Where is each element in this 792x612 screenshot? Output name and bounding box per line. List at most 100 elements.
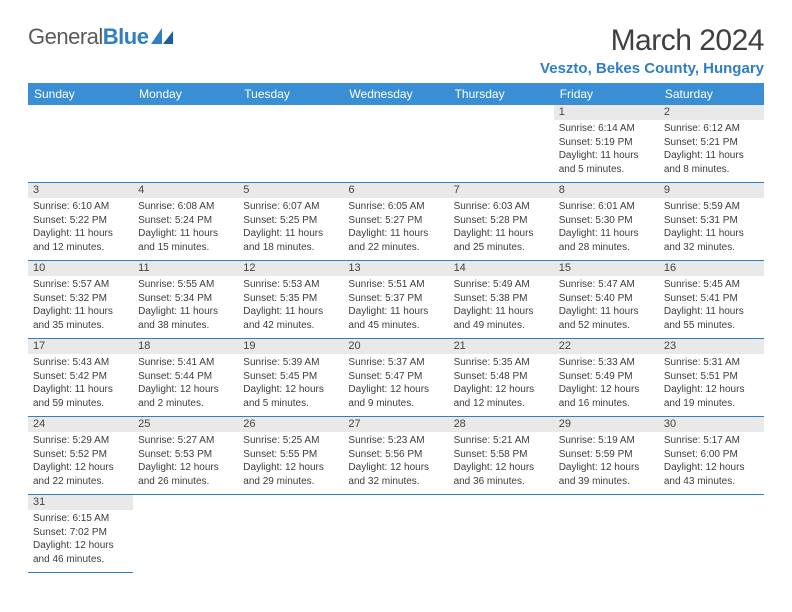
sunrise-text: Sunrise: 6:12 AM (664, 122, 759, 136)
daylight-text: Daylight: 12 hours and 43 minutes. (664, 461, 759, 488)
calendar-cell: 27Sunrise: 5:23 AMSunset: 5:56 PMDayligh… (343, 417, 448, 495)
calendar-week-row: 10Sunrise: 5:57 AMSunset: 5:32 PMDayligh… (28, 261, 764, 339)
day-number: 28 (449, 417, 554, 432)
calendar-cell (554, 495, 659, 573)
day-details: Sunrise: 5:43 AMSunset: 5:42 PMDaylight:… (28, 354, 133, 417)
daylight-text: Daylight: 11 hours and 25 minutes. (454, 227, 549, 254)
calendar-cell: 2Sunrise: 6:12 AMSunset: 5:21 PMDaylight… (659, 105, 764, 183)
calendar-cell: 30Sunrise: 5:17 AMSunset: 6:00 PMDayligh… (659, 417, 764, 495)
day-details: Sunrise: 5:23 AMSunset: 5:56 PMDaylight:… (343, 432, 448, 495)
day-details: Sunrise: 5:33 AMSunset: 5:49 PMDaylight:… (554, 354, 659, 417)
calendar-cell: 28Sunrise: 5:21 AMSunset: 5:58 PMDayligh… (449, 417, 554, 495)
daylight-text: Daylight: 11 hours and 22 minutes. (348, 227, 443, 254)
day-number: 15 (554, 261, 659, 276)
daylight-text: Daylight: 11 hours and 55 minutes. (664, 305, 759, 332)
day-number: 6 (343, 183, 448, 198)
sunrise-text: Sunrise: 5:59 AM (664, 200, 759, 214)
daylight-text: Daylight: 11 hours and 45 minutes. (348, 305, 443, 332)
day-details: Sunrise: 5:51 AMSunset: 5:37 PMDaylight:… (343, 276, 448, 339)
calendar-cell (343, 105, 448, 183)
sunset-text: Sunset: 5:31 PM (664, 214, 759, 228)
daylight-text: Daylight: 11 hours and 59 minutes. (33, 383, 128, 410)
sunrise-text: Sunrise: 5:39 AM (243, 356, 338, 370)
sunset-text: Sunset: 5:47 PM (348, 370, 443, 384)
sunrise-text: Sunrise: 6:14 AM (559, 122, 654, 136)
sunrise-text: Sunrise: 5:53 AM (243, 278, 338, 292)
daylight-text: Daylight: 12 hours and 32 minutes. (348, 461, 443, 488)
calendar-week-row: 1Sunrise: 6:14 AMSunset: 5:19 PMDaylight… (28, 105, 764, 183)
day-details: Sunrise: 6:15 AMSunset: 7:02 PMDaylight:… (28, 510, 133, 573)
calendar-cell (238, 495, 343, 573)
daylight-text: Daylight: 12 hours and 19 minutes. (664, 383, 759, 410)
sunset-text: Sunset: 5:45 PM (243, 370, 338, 384)
sunset-text: Sunset: 5:48 PM (454, 370, 549, 384)
calendar-week-row: 3Sunrise: 6:10 AMSunset: 5:22 PMDaylight… (28, 183, 764, 261)
day-details: Sunrise: 6:01 AMSunset: 5:30 PMDaylight:… (554, 198, 659, 261)
day-number: 30 (659, 417, 764, 432)
day-details: Sunrise: 6:10 AMSunset: 5:22 PMDaylight:… (28, 198, 133, 261)
calendar-cell (449, 105, 554, 183)
brand-logo: GeneralBlue (28, 24, 173, 50)
sunrise-text: Sunrise: 5:23 AM (348, 434, 443, 448)
day-details: Sunrise: 5:59 AMSunset: 5:31 PMDaylight:… (659, 198, 764, 261)
day-number: 16 (659, 261, 764, 276)
calendar-thead: SundayMondayTuesdayWednesdayThursdayFrid… (28, 83, 764, 105)
day-number: 22 (554, 339, 659, 354)
calendar-cell: 24Sunrise: 5:29 AMSunset: 5:52 PMDayligh… (28, 417, 133, 495)
calendar-cell: 17Sunrise: 5:43 AMSunset: 5:42 PMDayligh… (28, 339, 133, 417)
day-details: Sunrise: 6:08 AMSunset: 5:24 PMDaylight:… (133, 198, 238, 261)
brand-text-b: Blue (103, 24, 149, 49)
title-block: March 2024 Veszto, Bekes County, Hungary (540, 24, 764, 77)
daylight-text: Daylight: 11 hours and 8 minutes. (664, 149, 759, 176)
weekday-header: Thursday (449, 83, 554, 105)
day-number: 17 (28, 339, 133, 354)
daylight-text: Daylight: 12 hours and 2 minutes. (138, 383, 233, 410)
day-details: Sunrise: 5:57 AMSunset: 5:32 PMDaylight:… (28, 276, 133, 339)
day-details: Sunrise: 6:12 AMSunset: 5:21 PMDaylight:… (659, 120, 764, 183)
weekday-header: Wednesday (343, 83, 448, 105)
sunset-text: Sunset: 5:44 PM (138, 370, 233, 384)
sunrise-text: Sunrise: 5:51 AM (348, 278, 443, 292)
daylight-text: Daylight: 11 hours and 28 minutes. (559, 227, 654, 254)
day-details: Sunrise: 5:35 AMSunset: 5:48 PMDaylight:… (449, 354, 554, 417)
sunset-text: Sunset: 5:22 PM (33, 214, 128, 228)
day-number: 9 (659, 183, 764, 198)
daylight-text: Daylight: 12 hours and 22 minutes. (33, 461, 128, 488)
sunrise-text: Sunrise: 5:47 AM (559, 278, 654, 292)
calendar-cell (238, 105, 343, 183)
day-details: Sunrise: 5:25 AMSunset: 5:55 PMDaylight:… (238, 432, 343, 495)
sunset-text: Sunset: 5:38 PM (454, 292, 549, 306)
calendar-cell: 12Sunrise: 5:53 AMSunset: 5:35 PMDayligh… (238, 261, 343, 339)
brand-text-a: General (28, 24, 103, 49)
day-number: 7 (449, 183, 554, 198)
sunset-text: Sunset: 5:56 PM (348, 448, 443, 462)
sunset-text: Sunset: 5:41 PM (664, 292, 759, 306)
daylight-text: Daylight: 11 hours and 38 minutes. (138, 305, 233, 332)
day-number: 10 (28, 261, 133, 276)
day-details: Sunrise: 5:27 AMSunset: 5:53 PMDaylight:… (133, 432, 238, 495)
calendar-cell: 9Sunrise: 5:59 AMSunset: 5:31 PMDaylight… (659, 183, 764, 261)
day-details: Sunrise: 5:29 AMSunset: 5:52 PMDaylight:… (28, 432, 133, 495)
day-number: 26 (238, 417, 343, 432)
sunrise-text: Sunrise: 5:27 AM (138, 434, 233, 448)
day-details: Sunrise: 5:19 AMSunset: 5:59 PMDaylight:… (554, 432, 659, 495)
daylight-text: Daylight: 12 hours and 26 minutes. (138, 461, 233, 488)
sunset-text: Sunset: 5:35 PM (243, 292, 338, 306)
sunrise-text: Sunrise: 5:33 AM (559, 356, 654, 370)
sunset-text: Sunset: 5:32 PM (33, 292, 128, 306)
sunset-text: Sunset: 5:30 PM (559, 214, 654, 228)
calendar-cell: 25Sunrise: 5:27 AMSunset: 5:53 PMDayligh… (133, 417, 238, 495)
day-number: 8 (554, 183, 659, 198)
sunrise-text: Sunrise: 6:05 AM (348, 200, 443, 214)
day-number: 25 (133, 417, 238, 432)
sunset-text: Sunset: 5:40 PM (559, 292, 654, 306)
sunset-text: Sunset: 6:00 PM (664, 448, 759, 462)
sunset-text: Sunset: 7:02 PM (33, 526, 128, 540)
calendar-cell (133, 495, 238, 573)
calendar-week-row: 17Sunrise: 5:43 AMSunset: 5:42 PMDayligh… (28, 339, 764, 417)
weekday-header: Monday (133, 83, 238, 105)
brand-sail-icon (151, 28, 173, 44)
day-details: Sunrise: 5:53 AMSunset: 5:35 PMDaylight:… (238, 276, 343, 339)
day-number: 1 (554, 105, 659, 120)
sunset-text: Sunset: 5:55 PM (243, 448, 338, 462)
